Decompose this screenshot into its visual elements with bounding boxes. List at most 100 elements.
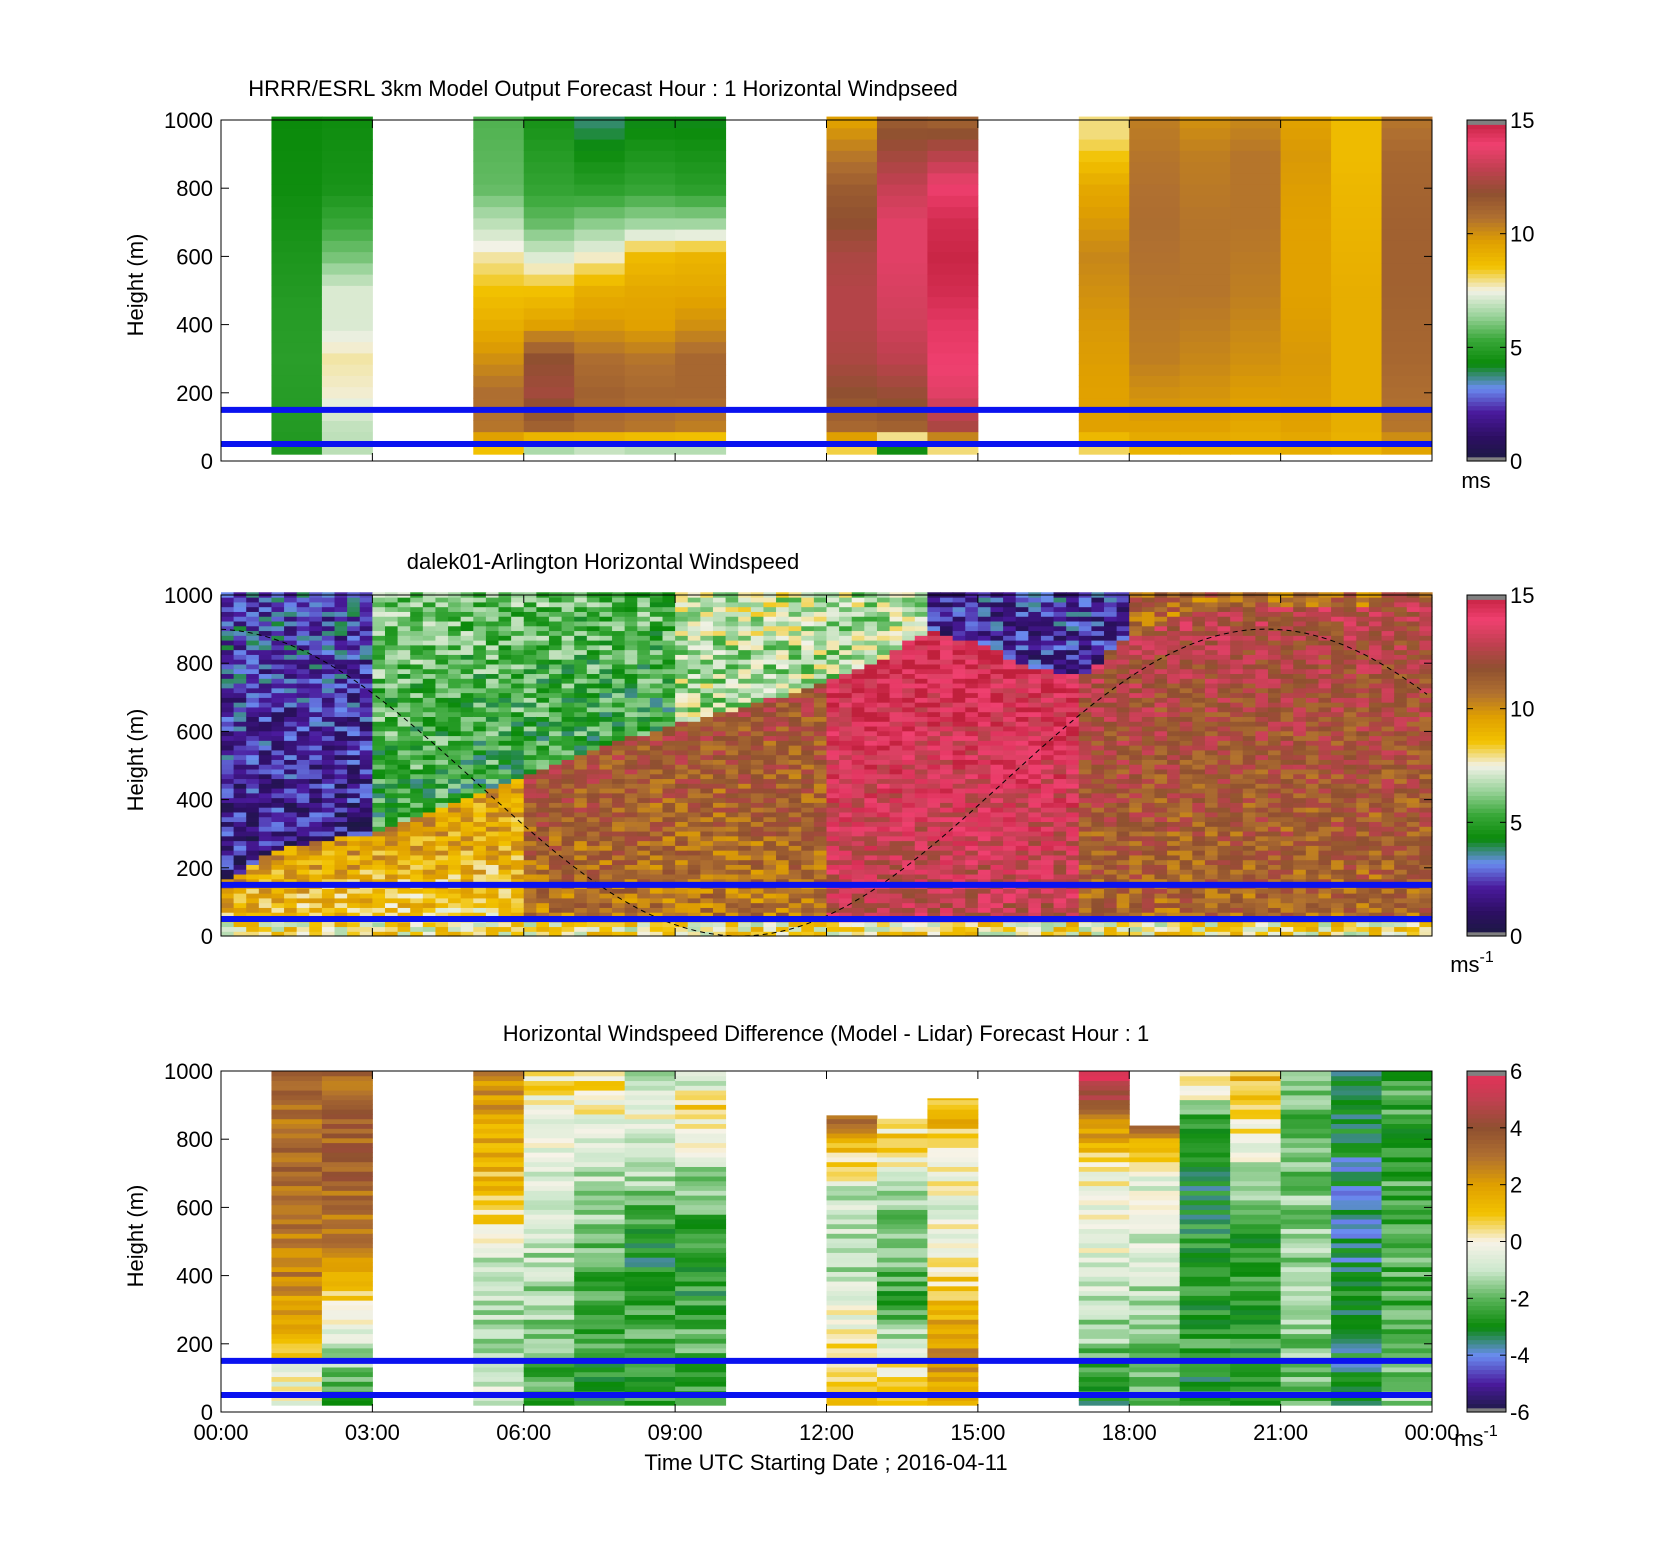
- heatmap-cell: [612, 907, 626, 913]
- heatmap-cell: [725, 749, 739, 756]
- heatmap-cell: [548, 859, 563, 865]
- heatmap-cell: [1230, 409, 1282, 421]
- heatmap-cell: [296, 654, 310, 660]
- heatmap-cell: [624, 816, 638, 823]
- heatmap-cell: [763, 878, 777, 885]
- heatmap-cell: [397, 678, 411, 684]
- heatmap-cell: [422, 830, 437, 837]
- heatmap-cell: [712, 907, 727, 913]
- heatmap-cell: [485, 802, 500, 808]
- heatmap-cell: [321, 116, 373, 129]
- heatmap-cell: [876, 859, 891, 865]
- heatmap-cell: [498, 620, 512, 627]
- heatmap-cell: [586, 659, 601, 665]
- heatmap-cell: [536, 678, 550, 684]
- heatmap-cell: [498, 759, 512, 765]
- heatmap-cell: [612, 659, 626, 665]
- heatmap-cell: [776, 682, 790, 689]
- heatmap-cell: [801, 649, 815, 655]
- heatmap-cell: [776, 706, 790, 713]
- heatmap-cell: [826, 702, 840, 708]
- heatmap-cell: [548, 711, 563, 717]
- heatmap-cell: [700, 764, 714, 770]
- heatmap-cell: [397, 864, 411, 870]
- heatmap-cell: [258, 597, 273, 603]
- heatmap-cell: [624, 319, 676, 331]
- heatmap-cell: [889, 897, 903, 904]
- heatmap-cell: [372, 749, 386, 756]
- heatmap-cell: [750, 730, 765, 737]
- heatmap-cell: [359, 644, 373, 651]
- heatmap-cell: [460, 616, 474, 622]
- heatmap-cell: [889, 678, 903, 684]
- heatmap-cell: [498, 807, 512, 813]
- heatmap-cell: [914, 764, 929, 770]
- heatmap-cell: [347, 754, 361, 760]
- panel-lidar: dalek01-Arlington Horizontal Windspeed H…: [123, 549, 1534, 977]
- heatmap-cell: [586, 802, 601, 808]
- heatmap-cell: [965, 659, 979, 665]
- heatmap-cell: [258, 873, 273, 880]
- heatmap-cell: [902, 654, 916, 660]
- heatmap-cell: [637, 854, 651, 861]
- heatmap-cell: [876, 625, 891, 632]
- heatmap-cell: [826, 873, 840, 880]
- heatmap-cell: [675, 262, 727, 275]
- heatmap-cell: [372, 754, 386, 760]
- heatmap-cell: [750, 687, 765, 694]
- heatmap-cell: [410, 931, 424, 937]
- heatmap-cell: [410, 816, 424, 823]
- heatmap-cell: [914, 835, 929, 842]
- heatmap-cell: [309, 840, 323, 846]
- colorbar-step: [1467, 205, 1506, 211]
- heatmap-cell: [460, 725, 474, 732]
- heatmap-cell: [246, 616, 260, 622]
- heatmap-cell: [687, 721, 701, 727]
- heatmap-cell: [1129, 307, 1181, 320]
- heatmap-cell: [662, 859, 676, 865]
- heatmap-cell: [675, 678, 689, 684]
- heatmap-cell: [700, 783, 714, 789]
- heatmap-cell: [801, 902, 815, 908]
- heatmap-cell: [561, 706, 575, 713]
- heatmap-cell: [712, 783, 727, 789]
- heatmap-cell: [813, 654, 828, 660]
- heatmap-cell: [359, 663, 373, 670]
- heatmap-cell: [1179, 184, 1231, 196]
- heatmap-cell: [876, 873, 891, 880]
- heatmap-cell: [309, 893, 323, 899]
- heatmap-cell: [952, 721, 966, 727]
- heatmap-cell: [750, 735, 765, 741]
- heatmap-cell: [738, 625, 752, 632]
- heatmap-cell: [902, 702, 916, 708]
- heatmap-cell: [1280, 431, 1332, 444]
- heatmap-cell: [1129, 420, 1181, 433]
- heatmap-cell: [536, 635, 550, 641]
- heatmap-cell: [927, 195, 979, 208]
- heatmap-cell: [321, 673, 336, 679]
- heatmap-cell: [372, 773, 386, 780]
- heatmap-cell: [940, 682, 954, 689]
- heatmap-cell: [536, 721, 550, 727]
- heatmap-cell: [448, 706, 462, 713]
- heatmap-cell: [851, 768, 865, 775]
- heatmap-cell: [687, 735, 701, 741]
- heatmap-cell: [435, 630, 449, 636]
- heatmap-cell: [435, 663, 449, 670]
- heatmap-cell: [221, 659, 235, 665]
- heatmap-cell: [813, 821, 828, 827]
- heatmap-cell: [725, 697, 739, 703]
- heatmap-cell: [776, 912, 790, 918]
- heatmap-cell: [561, 663, 575, 670]
- heatmap-cell: [233, 864, 247, 870]
- heatmap-cell: [889, 740, 903, 746]
- heatmap-cell: [561, 668, 575, 675]
- heatmap-cell: [1230, 307, 1282, 320]
- heatmap-cell: [952, 725, 966, 732]
- heatmap-cell: [384, 663, 399, 670]
- heatmap-cell: [725, 826, 739, 832]
- colorbar-step: [1467, 452, 1506, 458]
- heatmap-cell: [876, 912, 891, 918]
- heatmap-cell: [687, 630, 701, 636]
- heatmap-cell: [1230, 195, 1282, 208]
